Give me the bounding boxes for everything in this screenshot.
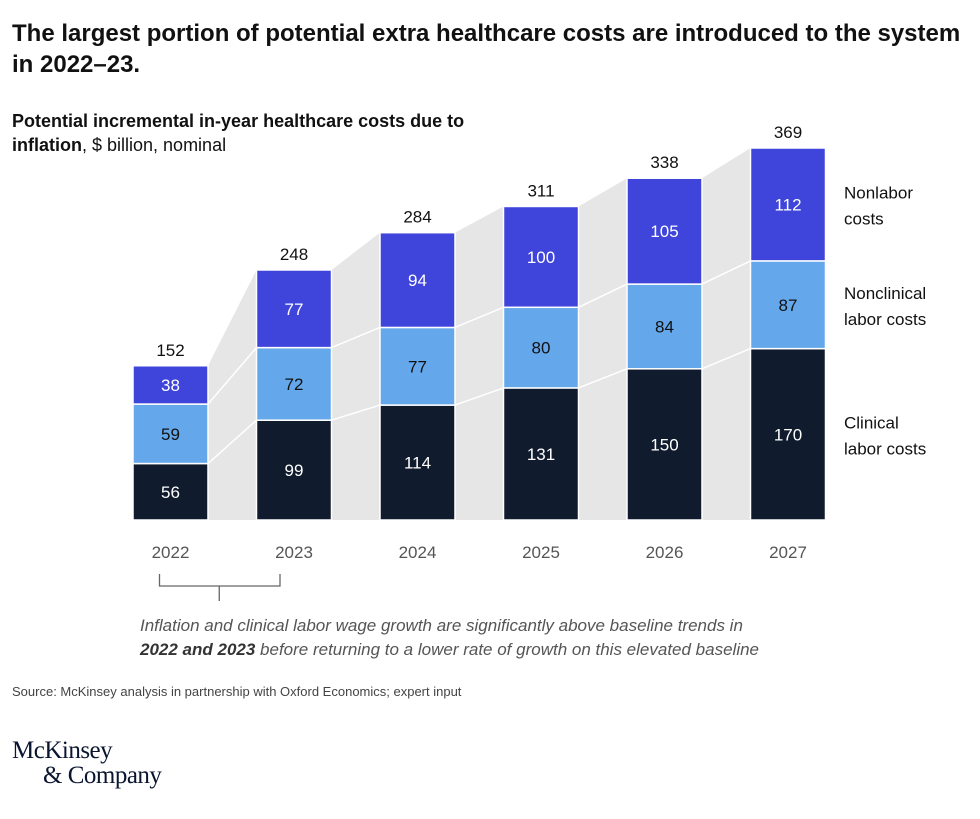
bar-segment	[379, 404, 456, 521]
connector-line	[701, 260, 751, 285]
bar-segment	[626, 177, 703, 285]
chart-subtitle: Potential incremental in-year healthcare…	[12, 109, 482, 157]
connector-area	[578, 178, 627, 520]
total-label: 284	[403, 208, 431, 227]
bar-segment	[626, 368, 703, 521]
subtitle-units: , $ billion, nominal	[82, 135, 227, 155]
bar-segment	[379, 231, 456, 329]
x-tick-label: 2026	[646, 543, 684, 562]
connector-line	[578, 368, 628, 389]
data-label: 150	[650, 435, 678, 454]
series-label: Clinical	[844, 413, 899, 432]
bar-segment	[379, 326, 456, 406]
series-label: labor costs	[844, 439, 926, 458]
connector-line	[454, 387, 504, 406]
connector-line	[331, 404, 381, 421]
connector-line	[701, 347, 751, 370]
total-label: 152	[156, 341, 184, 360]
subtitle-bold: Potential incremental in-year healthcare…	[12, 111, 465, 155]
data-label: 170	[774, 425, 802, 444]
bracket	[158, 574, 281, 601]
connector-area	[208, 269, 257, 520]
x-tick-label: 2023	[275, 543, 313, 562]
x-tick-label: 2022	[152, 543, 190, 562]
x-tick-label: 2024	[399, 543, 437, 562]
x-tick-label: 2027	[769, 543, 807, 562]
connector-line	[578, 283, 628, 308]
series-label: Nonlabor	[844, 183, 913, 202]
connector-area	[455, 206, 504, 520]
data-label: 131	[527, 445, 555, 464]
data-label: 94	[408, 271, 427, 290]
data-label: 112	[774, 195, 801, 214]
data-label: 84	[655, 317, 674, 336]
data-label: 80	[532, 339, 551, 358]
annotation-note: Inflation and clinical labor wage growth…	[140, 614, 840, 662]
bar-segment	[749, 347, 827, 521]
logo-line2: & Company	[43, 762, 162, 789]
note-rest: before returning to a lower rate of grow…	[255, 640, 760, 659]
total-label: 338	[650, 153, 678, 172]
connector-line	[207, 419, 257, 465]
data-label: 56	[161, 483, 180, 502]
series-label: labor costs	[844, 310, 926, 329]
bar-segment	[749, 147, 827, 262]
bar-segment	[255, 269, 333, 349]
chart-title: The largest portion of potential extra h…	[12, 20, 961, 78]
total-label: 369	[774, 123, 802, 142]
data-label: 100	[527, 248, 555, 267]
bar-segment	[749, 260, 827, 350]
note-bold: 2022 and 2023	[140, 640, 256, 659]
bar-segment	[626, 283, 703, 370]
series-label: costs	[844, 209, 884, 228]
connector-line	[454, 306, 504, 329]
connector-area	[331, 232, 380, 520]
total-label: 248	[280, 245, 308, 264]
bar-segment	[502, 387, 580, 521]
note-line1: Inflation and clinical labor wage growth…	[140, 616, 743, 635]
connector-line	[207, 347, 258, 405]
data-label: 77	[285, 300, 304, 319]
mckinsey-logo: McKinsey & Company	[12, 737, 162, 789]
data-label: 99	[285, 461, 304, 480]
series-label: Nonclinical	[844, 284, 926, 303]
data-label: 59	[161, 425, 180, 444]
data-label: 38	[161, 376, 180, 395]
total-label: 311	[527, 181, 554, 200]
bar-segment	[132, 365, 209, 405]
source-note: Source: McKinsey analysis in partnership…	[12, 684, 462, 699]
connector-area	[702, 148, 751, 520]
data-label: 114	[404, 454, 431, 473]
bar-segment	[502, 205, 580, 309]
logo-line1: McKinsey	[12, 737, 113, 764]
data-label: 77	[408, 357, 427, 376]
data-label: 72	[285, 375, 304, 394]
connector-line	[331, 326, 381, 349]
bar-segment	[132, 462, 209, 521]
bar-segment	[255, 419, 333, 521]
x-tick-label: 2025	[522, 543, 560, 562]
data-label: 105	[650, 222, 678, 241]
data-label: 87	[779, 296, 798, 315]
